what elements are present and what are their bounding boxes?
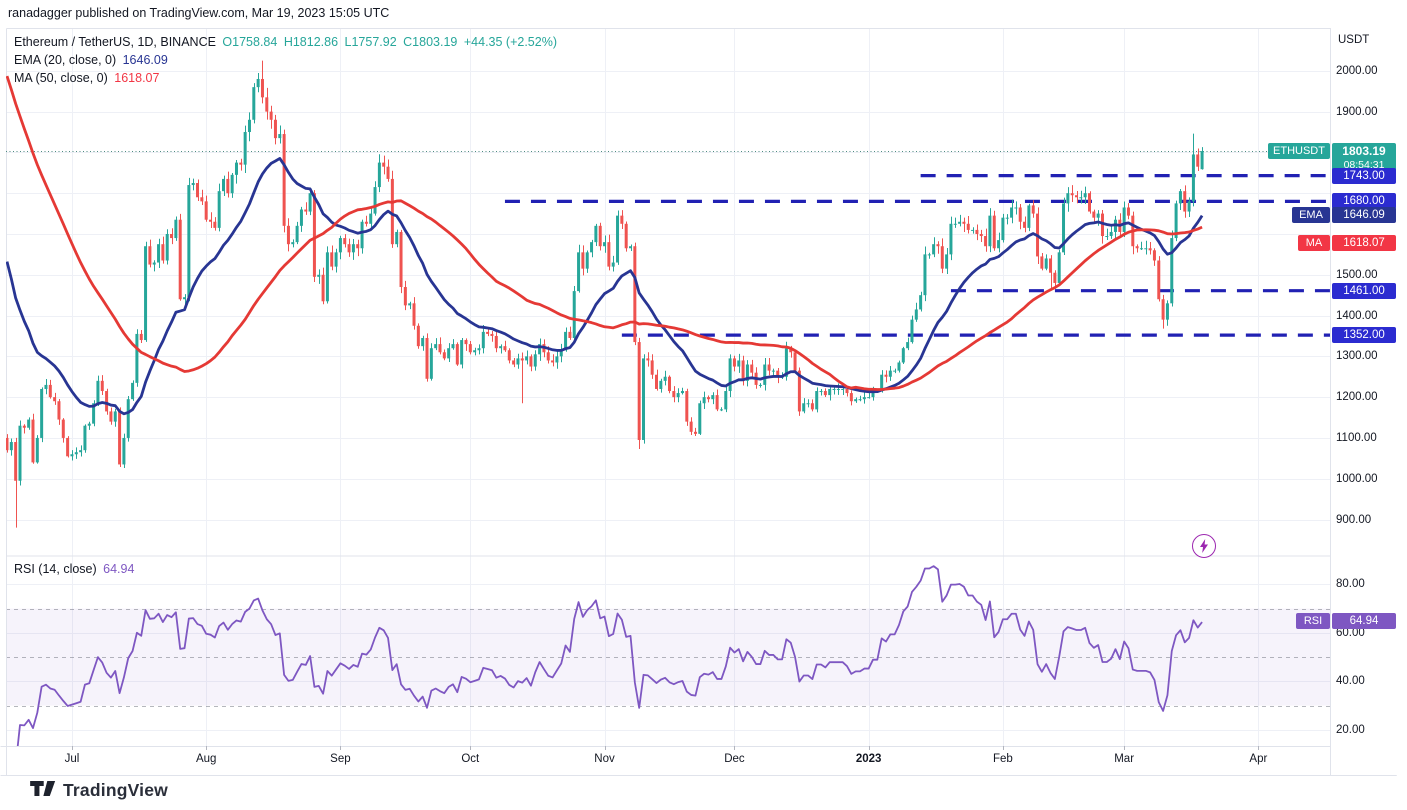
rsi-axis-label: 40.00 [1336,675,1365,688]
time-axis-label: Apr [1249,753,1268,765]
lightning-marker-button[interactable] [1192,534,1216,558]
rsi-axis-label: 20.00 [1336,723,1365,736]
ma-axis-tag: MA [1298,234,1330,251]
price-axis-label: 1400.00 [1336,309,1378,322]
lightning-bolt-icon [1200,539,1208,553]
price-axis-label: 1500.00 [1336,268,1378,281]
tradingview-logo-icon [30,780,56,796]
time-axis-label: Jul [64,753,80,765]
level-badge-1352: 1352.00 [1332,327,1396,344]
level-badge-1680: 1680.00 [1332,193,1396,210]
axis-currency-label: USDT [1338,34,1370,46]
rsi-axis-label: 60.00 [1336,626,1365,639]
bar-countdown: 08:54:31 [1343,158,1385,171]
rsi-legend[interactable]: RSI (14, close) 64.94 [14,562,137,576]
ohlc-open: O1758.84 [222,35,278,49]
ema-axis-tag: EMA [1292,207,1330,224]
ohlc-low: L1757.92 [344,35,397,49]
level-badge-1461: 1461.00 [1332,282,1396,299]
symbol-legend[interactable]: Ethereum / TetherUS, 1D, BINANCE O1758.8… [14,35,560,49]
ema-legend-value: 1646.09 [122,53,168,67]
symbol-title: Ethereum / TetherUS, 1D, BINANCE [14,35,216,49]
time-axis-label: Feb [992,753,1013,765]
symbol-axis-tag: ETHUSDT [1268,142,1330,159]
ema-axis-value: 1646.09 [1332,207,1396,224]
time-axis-label: 2023 [855,753,882,765]
time-axis-label: Oct [461,753,480,765]
ohlc-high: H1812.86 [283,35,339,49]
last-price-badge: 1803.19 08:54:31 [1332,142,1396,173]
ema-legend[interactable]: EMA (20, close, 0) 1646.09 [14,53,171,67]
rsi-legend-value: 64.94 [103,562,135,576]
ma-axis-value: 1618.07 [1332,234,1396,251]
price-axis-label: 1200.00 [1336,391,1378,404]
level-badge-1743: 1743.00 [1332,167,1396,184]
price-axis-label: 1000.00 [1336,472,1378,485]
time-axis-label: Aug [195,753,217,765]
rsi-axis-tag: RSI [1296,612,1330,629]
price-axis-label: 900.00 [1336,513,1372,526]
ma-legend[interactable]: MA (50, close, 0) 1618.07 [14,71,162,85]
ohlc-change: +44.35 (+2.52%) [463,35,557,49]
ohlc-close: C1803.19 [403,35,458,49]
rsi-axis-label: 80.00 [1336,578,1365,591]
time-axis-label: Nov [594,753,615,765]
rsi-legend-label: RSI (14, close) [14,562,97,576]
time-axis-label: Mar [1114,753,1135,765]
tradingview-logo-text: TradingView [63,780,168,800]
price-axis-label: 1100.00 [1336,431,1377,444]
ma-legend-value: 1618.07 [114,71,160,85]
tradingview-logo[interactable]: TradingView [30,780,168,801]
last-price-value: 1803.19 [1342,143,1386,158]
time-axis-label: Sep [330,753,351,765]
time-axis-label: Dec [724,753,745,765]
rsi-axis-value: 64.94 [1332,612,1396,629]
price-axis-label: 1900.00 [1336,105,1378,118]
price-axis-label: 2000.00 [1336,64,1378,77]
ma-legend-label: MA (50, close, 0) [14,71,108,85]
price-axis-label: 1300.00 [1336,350,1378,363]
ema-legend-label: EMA (20, close, 0) [14,53,117,67]
